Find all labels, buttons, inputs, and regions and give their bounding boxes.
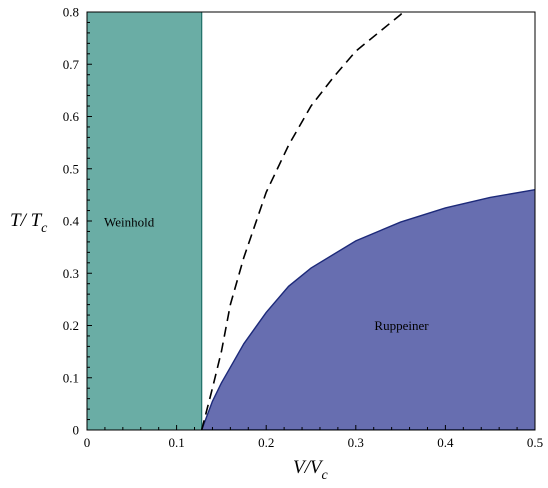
dashed-curve-0	[200, 12, 405, 430]
ruppeiner-region	[201, 189, 535, 430]
x-axis-title-sub: c	[322, 468, 329, 483]
y-tick-label: 0.8	[63, 5, 79, 20]
y-tick-label: 0	[73, 423, 80, 438]
y-tick-label: 0.2	[63, 318, 79, 333]
series-layer	[200, 12, 405, 430]
ruppeiner-label: Ruppeiner	[374, 318, 429, 333]
y-tick-label: 0.6	[63, 109, 80, 124]
x-tick-label: 0.2	[258, 435, 274, 450]
region-labels: Weinhold Ruppeiner	[104, 215, 429, 333]
x-axis-title-main: V/V	[293, 457, 324, 478]
y-axis-title-sub: c	[41, 221, 48, 236]
x-tick-label: 0	[84, 435, 91, 450]
weinhold-region	[87, 12, 202, 430]
x-tick-label: 0.4	[437, 435, 454, 450]
y-tick-label: 0.1	[63, 370, 79, 385]
y-axis-title-main: T/ T	[10, 210, 43, 231]
y-tick-label: 0.5	[63, 161, 79, 176]
y-tick-label: 0.7	[63, 57, 80, 72]
x-tick-label: 0.5	[527, 435, 543, 450]
x-tick-label: 0.1	[168, 435, 184, 450]
weinhold-label: Weinhold	[104, 215, 155, 230]
x-tick-label: 0.3	[348, 435, 364, 450]
y-tick-label: 0.4	[63, 214, 80, 229]
y-axis-title: T/ Tc	[10, 210, 48, 236]
y-tick-label: 0.3	[63, 266, 79, 281]
regions-layer	[87, 12, 535, 430]
ticks-layer: 0 0.1 0.2 0.3 0.4 0.5 0 0.1 0.2 0.3 0.4 0.5 0.6 0.7 0.…	[63, 5, 543, 451]
x-axis-title: V/Vc	[293, 457, 329, 483]
ruppeiner-boundary	[201, 188, 535, 430]
